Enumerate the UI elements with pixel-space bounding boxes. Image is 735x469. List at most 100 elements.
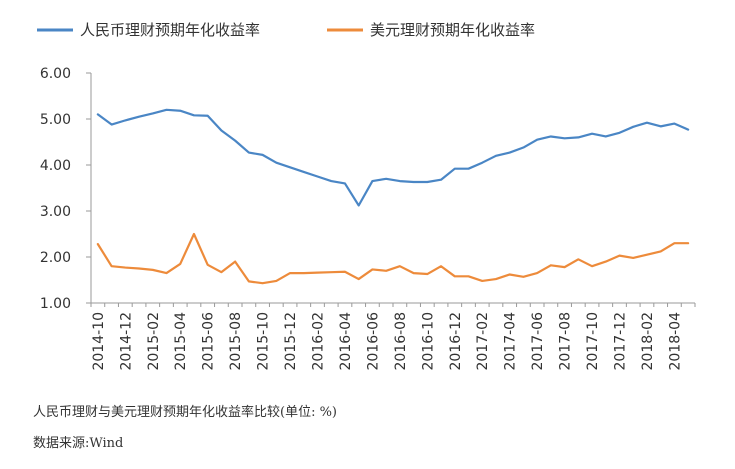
data-point <box>234 140 236 142</box>
data-point <box>687 128 689 131</box>
y-tick-label: 6.00 <box>40 66 71 82</box>
series-usd <box>96 232 690 285</box>
data-point <box>275 162 277 164</box>
x-tick-label: 2016-04 <box>338 312 354 371</box>
series-line <box>96 108 690 207</box>
data-point <box>440 265 442 267</box>
data-source-note: 数据来源:Wind <box>33 436 124 451</box>
data-point <box>289 272 291 274</box>
data-point <box>509 151 511 154</box>
data-point <box>385 270 387 272</box>
data-point <box>261 154 264 156</box>
x-tick-label: 2015-12 <box>283 312 299 371</box>
data-point <box>179 110 181 112</box>
x-tick-label: 2017-02 <box>475 312 491 371</box>
data-point <box>316 272 319 274</box>
data-point <box>618 255 621 257</box>
data-point <box>234 261 236 263</box>
data-point <box>316 175 319 178</box>
data-point <box>605 135 607 138</box>
x-tick-label: 2014-10 <box>91 312 107 371</box>
data-point <box>261 282 264 284</box>
data-point <box>358 204 360 207</box>
data-point <box>138 267 140 270</box>
data-point <box>454 168 456 170</box>
data-point <box>303 171 305 173</box>
data-point <box>207 115 209 117</box>
data-point <box>412 181 415 183</box>
data-point <box>646 122 648 124</box>
chart-caption: 人民币理财与美元理财预期年化收益率比较(单位: %) <box>33 405 338 420</box>
data-point <box>358 278 360 280</box>
x-tick-label: 2017-08 <box>558 312 574 371</box>
data-point <box>632 126 634 128</box>
x-tick-label: 2016-02 <box>311 312 327 371</box>
data-point <box>618 132 621 134</box>
data-point <box>509 273 511 276</box>
data-point <box>124 266 126 269</box>
data-point <box>632 257 634 259</box>
data-point <box>673 242 676 244</box>
data-point <box>522 146 525 149</box>
x-tick-label: 2015-02 <box>146 312 162 371</box>
data-point <box>193 114 195 116</box>
x-tick-label: 2018-04 <box>667 312 683 371</box>
data-point <box>591 133 593 135</box>
data-point <box>467 275 470 277</box>
data-point <box>550 135 552 138</box>
x-tick-label: 2017-06 <box>530 312 546 371</box>
data-point <box>97 243 99 245</box>
y-tick-label: 5.00 <box>40 112 71 128</box>
data-point <box>110 123 113 126</box>
legend-label-rmb: 人民币理财预期年化收益率 <box>80 21 260 39</box>
x-tick-label: 2018-02 <box>640 312 656 371</box>
data-point <box>220 271 223 273</box>
data-point <box>481 280 483 282</box>
data-point <box>344 182 346 184</box>
data-point <box>440 179 442 181</box>
x-tick-label: 2014-12 <box>118 312 134 371</box>
series-line <box>96 232 690 285</box>
x-tick-label: 2017-10 <box>585 312 601 371</box>
data-point <box>152 269 154 271</box>
data-point <box>179 263 181 265</box>
data-point <box>344 271 346 273</box>
y-tick-label: 2.00 <box>40 250 71 266</box>
data-point <box>522 276 525 278</box>
x-tick-label: 2016-10 <box>420 312 436 371</box>
line-chart: 人民币理财预期年化收益率 美元理财预期年化收益率 1.00 2.00 3.00 4.0… <box>37 21 696 371</box>
data-point <box>248 280 250 282</box>
legend: 人民币理财预期年化收益率 美元理财预期年化收益率 <box>37 21 535 39</box>
data-point <box>220 129 223 132</box>
data-point <box>577 136 579 138</box>
x-tick-label: 2016-06 <box>365 312 381 371</box>
data-point <box>673 123 676 125</box>
data-point <box>605 261 607 263</box>
data-point <box>275 280 277 282</box>
data-point <box>371 180 374 182</box>
x-axis: 2014-10 2014-12 2015-02 2015-04 2015-06 2015-… <box>90 302 696 371</box>
data-point <box>660 125 662 127</box>
data-point <box>660 250 662 253</box>
data-point <box>536 272 538 274</box>
legend-label-usd: 美元理财预期年化收益率 <box>370 21 535 39</box>
data-point <box>385 178 387 180</box>
data-point <box>495 155 497 157</box>
x-tick-label: 2016-08 <box>393 312 409 371</box>
data-point <box>371 268 374 271</box>
data-point <box>248 151 250 154</box>
data-point <box>193 233 195 235</box>
data-point <box>536 139 538 141</box>
data-point <box>124 119 126 121</box>
data-point <box>426 273 428 275</box>
data-point <box>412 272 415 274</box>
x-tick-label: 2015-08 <box>228 312 244 371</box>
data-point <box>303 272 305 274</box>
data-point <box>646 254 648 256</box>
data-point <box>577 258 579 260</box>
data-point <box>207 264 209 266</box>
data-point <box>399 180 401 182</box>
series-layer <box>96 108 690 285</box>
x-tick-label: 2015-10 <box>256 312 272 371</box>
y-tick-label: 4.00 <box>40 158 71 174</box>
